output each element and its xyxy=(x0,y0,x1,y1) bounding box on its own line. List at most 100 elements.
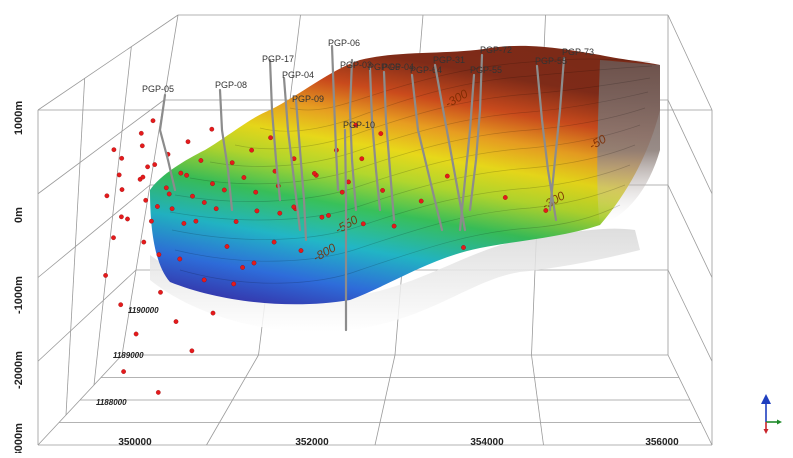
seismic-event-point xyxy=(224,244,230,249)
well-label: PGP-08 xyxy=(215,80,247,90)
seismic-event-point xyxy=(253,189,259,195)
seismic-event-point xyxy=(118,302,124,308)
seismic-event-point xyxy=(184,172,189,178)
well-label: PGP-73 xyxy=(562,47,594,57)
seismic-event-point xyxy=(163,185,169,191)
z-tick-label: -3000m xyxy=(13,423,25,453)
seismic-event-point xyxy=(181,221,187,226)
well-trace xyxy=(433,63,467,232)
seismic-event-point xyxy=(229,160,235,166)
seismic-event-point xyxy=(158,289,163,295)
axis-ticks: 1000m 0m -1000m -2000m -3000m 350000 352000 354… xyxy=(13,101,679,458)
surface-right-wall xyxy=(597,60,660,225)
well-label: PGP-10 xyxy=(343,120,375,130)
reservoir-surface: -300-50-300-550-800 xyxy=(150,45,660,332)
seismic-event-point xyxy=(249,147,254,153)
seismic-event-point xyxy=(339,189,345,195)
well-trace xyxy=(468,53,484,212)
well-label: PGP-64 xyxy=(410,65,442,75)
well-trace xyxy=(368,66,382,212)
grid-line xyxy=(667,269,713,362)
well-trace xyxy=(410,73,444,232)
grid-line xyxy=(37,269,137,362)
well-trace xyxy=(330,44,340,192)
seismic-event-point xyxy=(444,173,450,179)
surface-contours xyxy=(169,58,653,284)
seismic-event-point xyxy=(111,235,116,241)
seismic-event-point xyxy=(359,156,365,162)
seismic-event-point xyxy=(140,174,146,180)
well-label: PGP-06 xyxy=(368,62,400,72)
surface-shading xyxy=(150,45,660,305)
seismic-event-point xyxy=(291,204,297,210)
seismic-event-point xyxy=(145,164,150,170)
seismic-event-point xyxy=(121,369,126,374)
seismic-event-point xyxy=(119,155,125,161)
seismic-event-point xyxy=(149,218,154,224)
seismic-event-point xyxy=(319,214,325,220)
seismic-event-point xyxy=(201,277,207,283)
well-label: PGP-55 xyxy=(470,65,502,75)
seismic-event-point xyxy=(461,245,466,250)
x-tick-label: 352000 xyxy=(295,437,329,448)
y-tick-label: 1190000 xyxy=(128,306,159,315)
seismic-event-point xyxy=(391,223,397,229)
well-label: PGP-55 xyxy=(535,56,567,66)
orientation-triad[interactable] xyxy=(761,394,782,434)
seismic-event-point xyxy=(143,197,149,203)
seismic-event-point xyxy=(209,126,215,132)
well-label: PGP-72 xyxy=(480,45,512,55)
well-trace xyxy=(218,88,234,212)
seismic-event-point xyxy=(104,193,110,199)
x-tick-label: 354000 xyxy=(470,437,504,448)
triad-z-arrow-icon xyxy=(761,394,771,404)
seismic-event-point xyxy=(166,191,172,197)
seismic-event-point xyxy=(254,208,260,214)
seismic-event-point xyxy=(201,200,207,205)
well-trace xyxy=(458,73,476,232)
seismic-event-point xyxy=(231,281,237,287)
seismic-event-point xyxy=(152,162,158,167)
grid-line xyxy=(667,184,713,278)
well-trace xyxy=(294,98,308,242)
z-tick-label: -1000m xyxy=(13,276,25,314)
seismic-event-point xyxy=(169,206,175,212)
seismic-event-point xyxy=(111,147,117,153)
well-trace xyxy=(282,76,302,232)
seismic-event-point xyxy=(241,175,247,180)
well-trace xyxy=(348,58,358,212)
seismic-event-point xyxy=(502,195,508,200)
well-label: PGP-03 xyxy=(340,60,372,70)
seismic-event-point xyxy=(210,310,216,316)
well-trace xyxy=(158,93,177,192)
seismic-event-point xyxy=(543,208,549,213)
z-tick-label: -2000m xyxy=(13,351,25,389)
seismic-event-point xyxy=(177,256,183,262)
seismic-event-point xyxy=(233,219,239,224)
seismic-event-point xyxy=(133,331,139,337)
seismic-event-point xyxy=(150,118,156,124)
seismic-event-point xyxy=(119,187,125,192)
seismic-event-point xyxy=(178,170,184,176)
grid-edge xyxy=(37,14,179,111)
well-label: PGP-17 xyxy=(262,54,294,64)
seismic-event-point xyxy=(103,273,108,278)
well-label: PGP-09 xyxy=(292,94,324,104)
seismic-event-point xyxy=(251,260,257,266)
seismic-event-point xyxy=(141,239,147,245)
seismic-event-point xyxy=(155,390,161,395)
seismic-event-point xyxy=(138,130,144,136)
seismic-event-point xyxy=(116,172,122,178)
seismic-event-point xyxy=(173,319,179,324)
seismic-event-point xyxy=(268,135,273,141)
seismic-event-point xyxy=(125,216,130,222)
well-trace xyxy=(343,128,348,332)
triad-x-arrow-icon xyxy=(777,419,782,425)
grid-edge xyxy=(667,14,713,111)
seismic-event-point xyxy=(139,143,145,149)
seismic-event-point xyxy=(155,204,160,209)
well-label: PGP-31 xyxy=(433,55,465,65)
seismic-event-point xyxy=(298,248,304,253)
